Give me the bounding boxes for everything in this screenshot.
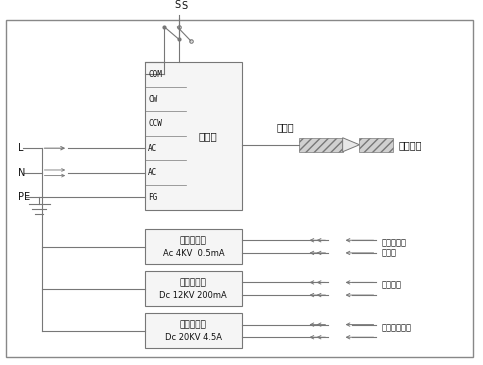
Text: Ac 4KV  0.5mA: Ac 4KV 0.5mA [162, 249, 224, 258]
Text: Dc 12KV 200mA: Dc 12KV 200mA [159, 291, 227, 300]
Text: 至微型吸尘器: 至微型吸尘器 [381, 323, 411, 332]
Bar [145, 62, 242, 210]
Bar [145, 271, 242, 306]
Text: L: L [17, 143, 23, 153]
Text: 电源适配器: 电源适配器 [180, 236, 207, 245]
Text: S: S [181, 1, 187, 11]
Bar [299, 138, 342, 152]
Bar [145, 229, 242, 264]
Text: 电源适配器: 电源适配器 [180, 278, 207, 287]
Polygon shape [342, 138, 359, 152]
Text: CW: CW [148, 95, 157, 104]
Text: 调速电机: 调速电机 [398, 140, 422, 150]
Text: 电源适配器: 电源适配器 [180, 320, 207, 330]
Text: 调速器: 调速器 [199, 131, 217, 141]
Text: S: S [174, 0, 181, 9]
Text: 电缆夹: 电缆夹 [276, 122, 294, 132]
Bar [145, 314, 242, 349]
Text: AC: AC [148, 144, 157, 153]
Text: PE: PE [17, 192, 29, 203]
Text: COM: COM [148, 70, 162, 79]
Text: AC: AC [148, 168, 157, 177]
Text: 至显微镜: 至显微镜 [381, 281, 401, 290]
Text: N: N [17, 168, 25, 178]
Bar [359, 138, 393, 152]
Text: 吹除枪: 吹除枪 [381, 249, 396, 257]
Text: CCW: CCW [148, 119, 162, 128]
Text: FG: FG [148, 193, 157, 202]
Text: 至高压静电: 至高压静电 [381, 239, 406, 247]
Text: Dc 20KV 4.5A: Dc 20KV 4.5A [165, 334, 222, 342]
